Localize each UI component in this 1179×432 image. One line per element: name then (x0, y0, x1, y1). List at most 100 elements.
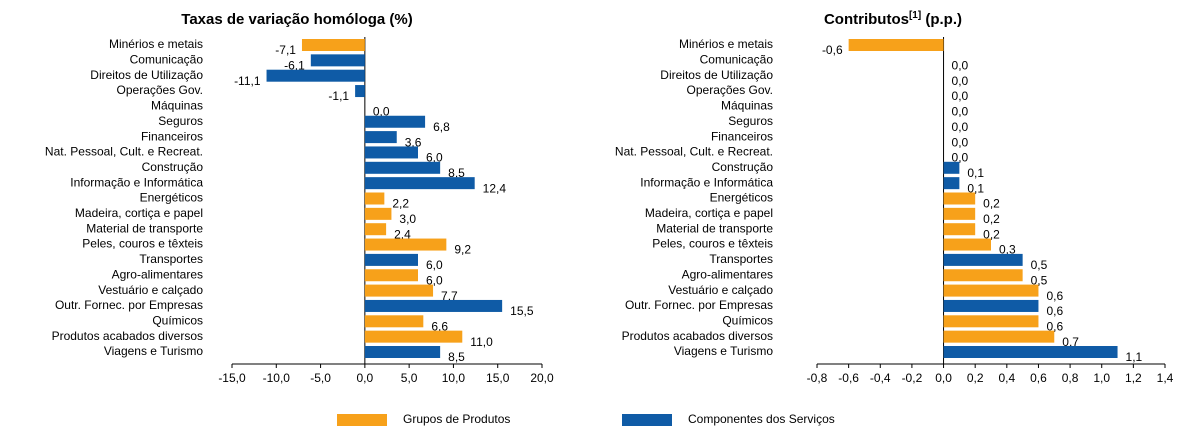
bar (364, 192, 385, 205)
bar (266, 69, 365, 82)
value-label: -7,1 (275, 43, 296, 57)
category-label: Viagens e Turismo (674, 344, 773, 358)
bar (943, 177, 960, 190)
value-label: 0,0 (952, 151, 969, 165)
bar (943, 330, 1055, 343)
chart-title: Contributos[1] (p.p.) (824, 10, 962, 28)
x-tick-label: 0,2 (967, 371, 984, 385)
category-label: Outr. Fornec. por Empresas (625, 298, 773, 312)
category-label: Vestuário e calçado (98, 283, 203, 297)
bar (848, 39, 944, 51)
value-label: 0,3 (999, 243, 1016, 257)
value-label: 6,0 (426, 258, 443, 272)
value-label: 3,0 (399, 212, 416, 226)
value-label: -6,1 (284, 59, 305, 73)
bar (364, 131, 397, 144)
legend-swatch (337, 414, 387, 426)
category-label: Agro-alimentares (112, 267, 203, 281)
value-label: 11,0 (470, 335, 493, 349)
x-tick-label: 0,6 (1030, 371, 1047, 385)
value-label: 0,0 (952, 59, 969, 73)
value-label: 12,4 (483, 181, 507, 195)
category-label: Máquinas (151, 99, 203, 113)
x-tick-label: -0,8 (807, 371, 828, 385)
bar (355, 85, 365, 98)
value-label: 0,7 (1062, 335, 1079, 349)
category-label: Construção (142, 160, 204, 174)
x-tick-label: -0,4 (870, 371, 891, 385)
value-label: 0,6 (1046, 304, 1063, 318)
category-label: Direitos de Utilização (660, 68, 773, 82)
value-label: 0,1 (967, 181, 984, 195)
value-label: 2,4 (394, 227, 411, 241)
bar (943, 346, 1118, 358)
x-tick-label: 0,0 (935, 371, 952, 385)
x-tick-label: 10,0 (442, 371, 466, 385)
category-label: Operações Gov. (687, 83, 773, 97)
category-label: Seguros (728, 114, 773, 128)
category-label: Energéticos (140, 191, 203, 205)
value-label: 0,0 (952, 120, 969, 134)
category-label: Financeiros (141, 129, 203, 143)
value-label: 0,1 (967, 166, 984, 180)
category-label: Químicos (722, 313, 773, 327)
legend-label: Grupos de Produtos (403, 412, 510, 426)
bar (943, 207, 976, 220)
value-label: 2,2 (392, 197, 409, 211)
category-label: Outr. Fornec. por Empresas (55, 298, 203, 312)
category-label: Peles, couros e têxteis (82, 237, 203, 251)
x-tick-label: 0,8 (1062, 371, 1079, 385)
x-tick-label: -0,6 (838, 371, 859, 385)
category-label: Peles, couros e têxteis (652, 237, 773, 251)
bar (943, 223, 976, 236)
bar (301, 39, 365, 51)
bar (364, 238, 447, 251)
category-label: Operações Gov. (117, 83, 203, 97)
category-label: Seguros (158, 114, 203, 128)
category-label: Minérios e metais (679, 37, 773, 51)
bar (364, 284, 434, 297)
category-label: Construção (712, 160, 774, 174)
x-tick-label: -5,0 (310, 371, 331, 385)
value-label: 0,2 (983, 197, 1000, 211)
value-label: -11,1 (234, 74, 261, 88)
value-label: 0,0 (952, 135, 969, 149)
x-tick-label: 1,4 (1157, 371, 1174, 385)
category-label: Nat. Pessoal, Cult. e Recreat. (45, 145, 203, 159)
category-label: Produtos acabados diversos (622, 329, 773, 343)
category-label: Informação e Informática (70, 175, 203, 189)
bar (364, 177, 475, 190)
category-label: Madeira, cortiça e papel (75, 206, 203, 220)
title-unit: (p.p.) (925, 11, 962, 28)
value-label: 6,8 (433, 120, 450, 134)
bar (364, 223, 387, 236)
value-label: 0,5 (1031, 273, 1048, 287)
value-label: 0,0 (373, 105, 390, 119)
bar (943, 269, 1023, 282)
x-tick-label: 5,0 (401, 371, 418, 385)
bar (364, 315, 424, 328)
bar (364, 330, 463, 343)
bar (364, 299, 503, 312)
value-label: 8,5 (448, 166, 465, 180)
category-label: Comunicação (700, 53, 774, 67)
bar (310, 54, 365, 67)
x-tick-label: 0,0 (357, 371, 374, 385)
category-label: Material de transporte (86, 221, 203, 235)
category-label: Viagens e Turismo (104, 344, 203, 358)
bar (943, 253, 1023, 266)
x-tick-label: 15,0 (486, 371, 510, 385)
category-label: Transportes (709, 252, 773, 266)
category-label: Agro-alimentares (682, 267, 773, 281)
category-label: Nat. Pessoal, Cult. e Recreat. (615, 145, 773, 159)
value-label: 6,6 (431, 319, 448, 333)
value-label: 0,2 (983, 212, 1000, 226)
category-label: Minérios e metais (109, 37, 203, 51)
value-label: 0,2 (983, 227, 1000, 241)
value-label: 9,2 (454, 243, 471, 257)
value-label: 15,5 (510, 304, 534, 318)
value-label: 0,0 (952, 74, 969, 88)
bar (943, 299, 1039, 312)
bar (364, 161, 441, 174)
x-tick-label: 1,0 (1093, 371, 1110, 385)
